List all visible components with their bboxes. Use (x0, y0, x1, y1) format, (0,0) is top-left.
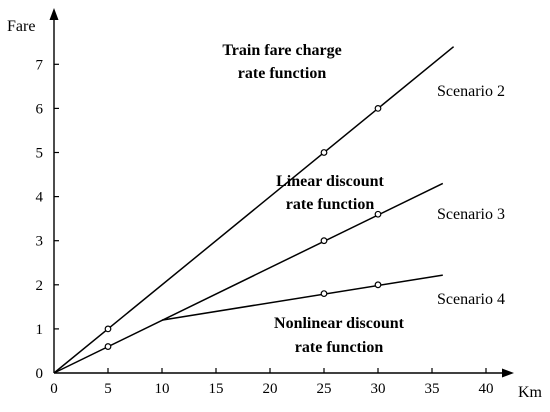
x-tick-label-20: 20 (263, 381, 278, 397)
y-tick-label-5: 5 (36, 146, 44, 162)
series-2 (53, 182, 444, 374)
annotation-train-fare-line1: Train fare charge (222, 42, 341, 59)
x-axis-title: Km (518, 384, 543, 401)
series-label-scenario-2: Scenario 2 (437, 83, 505, 100)
series-group (53, 46, 455, 374)
x-tick-label-35: 35 (425, 381, 440, 397)
x-tick-label-15: 15 (209, 381, 224, 397)
y-tick-label-4: 4 (36, 190, 44, 206)
data-point-s1-1 (104, 325, 112, 333)
y-axis-arrow (49, 8, 59, 20)
x-tick-label-5: 5 (104, 381, 112, 397)
annotation-train-fare-line2: rate function (238, 65, 327, 82)
y-tick-label-0: 0 (36, 366, 44, 382)
data-point-s3-2 (374, 281, 382, 289)
data-point-s1-2 (320, 149, 328, 156)
series-line-2 (53, 182, 444, 374)
x-tick-label-0: 0 (50, 381, 58, 397)
data-point-s2-2 (320, 237, 328, 245)
series-label-scenario-4: Scenario 4 (437, 291, 505, 308)
data-point-s2-1 (104, 343, 112, 350)
annotation-nonlinear-line1: Nonlinear discount (274, 315, 405, 332)
annotation-linear-line1: Linear discount (276, 173, 384, 190)
data-point-s1-3 (374, 104, 382, 112)
x-axis-arrow (502, 368, 514, 378)
data-point-s3-1 (320, 290, 328, 298)
y-tick-label-2: 2 (36, 278, 44, 294)
series-line-1 (53, 46, 455, 374)
data-point-s2-3 (374, 210, 382, 218)
x-tick-label-30: 30 (371, 381, 386, 397)
y-tick-label-3: 3 (36, 234, 44, 250)
series-1 (53, 46, 455, 374)
series-3 (161, 274, 443, 321)
x-tick-label-40: 40 (479, 381, 494, 397)
series-label-scenario-3: Scenario 3 (437, 206, 505, 223)
annotation-nonlinear-line2: rate function (295, 339, 384, 356)
annotation-linear-line2: rate function (286, 196, 375, 213)
y-tick-label-6: 6 (36, 101, 44, 117)
x-tick-label-10: 10 (155, 381, 170, 397)
x-tick-label-25: 25 (317, 381, 332, 397)
y-tick-label-1: 1 (36, 322, 44, 338)
series-line-3 (161, 274, 443, 321)
axes (49, 8, 514, 378)
y-tick-label-7: 7 (36, 57, 44, 73)
y-axis-title: Fare (7, 18, 35, 35)
axis-ticks: 0 5 10 15 20 25 30 35 40 0 1 2 3 4 5 6 7 (36, 57, 494, 397)
